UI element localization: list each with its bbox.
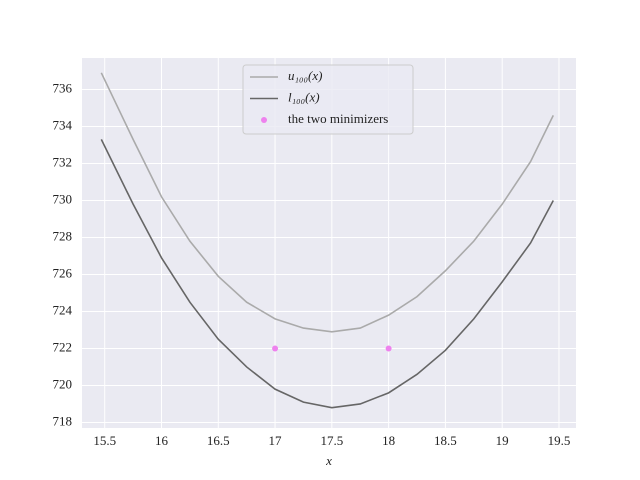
x-tick-label: 19.5 — [548, 433, 571, 448]
y-tick-label: 728 — [53, 228, 73, 243]
x-tick-label: 16 — [155, 433, 169, 448]
y-tick-label: 736 — [53, 80, 73, 95]
legend-label: l₁₀₀(x) — [288, 89, 320, 104]
series-line — [100, 139, 554, 409]
series-line — [100, 72, 555, 333]
legend-label: the two minimizers — [288, 111, 388, 126]
y-tick-label: 732 — [53, 154, 73, 169]
minimizer-point — [385, 345, 392, 352]
x-tick-label: 17.5 — [320, 433, 343, 448]
y-tick-label: 720 — [53, 376, 73, 391]
y-tick-label: 718 — [53, 413, 73, 428]
legend-label: u₁₀₀(x) — [288, 68, 323, 83]
minimizer-point — [272, 345, 279, 352]
y-tick-label: 730 — [53, 191, 73, 206]
y-tick-label: 726 — [53, 265, 73, 280]
x-axis-label: x — [325, 453, 332, 468]
y-tick-label: 734 — [53, 117, 73, 132]
lines — [100, 72, 555, 409]
x-tick-label: 19 — [496, 433, 509, 448]
x-tick-label: 15.5 — [93, 433, 116, 448]
legend-swatch — [261, 117, 267, 123]
y-tick-label: 722 — [53, 339, 73, 354]
legend-box — [242, 64, 414, 135]
y-tick-label: 724 — [53, 302, 73, 317]
x-tick-label: 18.5 — [434, 433, 457, 448]
x-tick-label: 18 — [382, 433, 395, 448]
grid — [82, 58, 576, 428]
x-tick-label: 16.5 — [207, 433, 230, 448]
x-tick-label: 17 — [269, 433, 283, 448]
